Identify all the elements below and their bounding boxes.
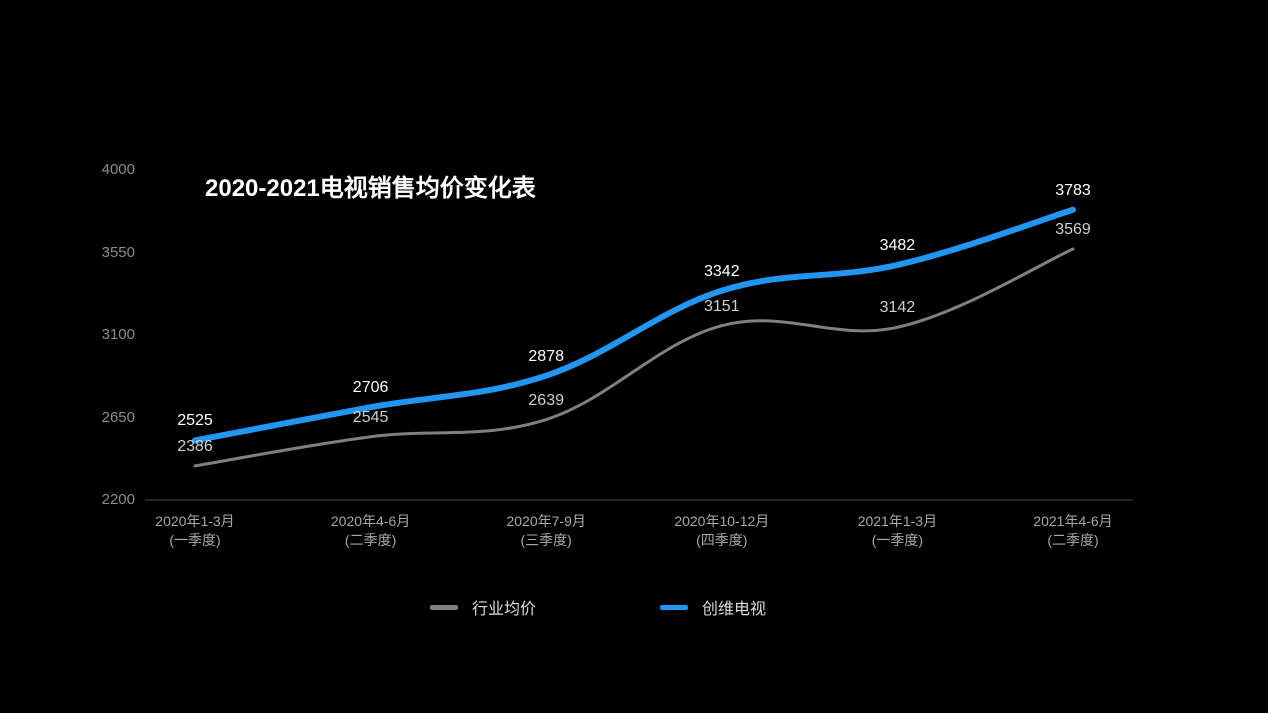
data-point-label: 2545 <box>341 409 401 427</box>
legend-swatch <box>660 605 688 610</box>
data-point-label: 3482 <box>867 237 927 255</box>
y-tick-label: 3550 <box>75 244 135 261</box>
legend-label: 创维电视 <box>702 595 766 619</box>
y-tick-label: 2200 <box>75 491 135 508</box>
y-tick-label: 4000 <box>75 161 135 178</box>
data-point-label: 2639 <box>516 392 576 410</box>
x-tick-label: 2020年1-3月(一季度) <box>115 512 275 550</box>
data-point-label: 3151 <box>692 298 752 316</box>
y-tick-label: 2650 <box>75 409 135 426</box>
data-point-label: 2706 <box>341 379 401 397</box>
legend-item: 行业均价 <box>430 595 536 619</box>
chart-svg <box>0 0 1268 713</box>
legend-label: 行业均价 <box>472 595 536 619</box>
chart-title: 2020-2021电视销售均价变化表 <box>205 168 536 203</box>
data-point-label: 3783 <box>1043 182 1103 200</box>
x-tick-label: 2020年7-9月(三季度) <box>466 512 626 550</box>
chart-container: 2020-2021电视销售均价变化表 22002650310035504000 … <box>0 0 1268 713</box>
legend-swatch <box>430 605 458 610</box>
data-point-label: 3569 <box>1043 221 1103 239</box>
x-tick-label: 2021年1-3月(一季度) <box>817 512 977 550</box>
legend-item: 创维电视 <box>660 595 766 619</box>
x-tick-label: 2020年10-12月(四季度) <box>642 512 802 550</box>
x-tick-label: 2021年4-6月(二季度) <box>993 512 1153 550</box>
data-point-label: 3342 <box>692 263 752 281</box>
data-point-label: 2525 <box>165 412 225 430</box>
data-point-label: 3142 <box>867 299 927 317</box>
data-point-label: 2878 <box>516 348 576 366</box>
x-tick-label: 2020年4-6月(二季度) <box>291 512 451 550</box>
y-tick-label: 3100 <box>75 326 135 343</box>
data-point-label: 2386 <box>165 438 225 456</box>
